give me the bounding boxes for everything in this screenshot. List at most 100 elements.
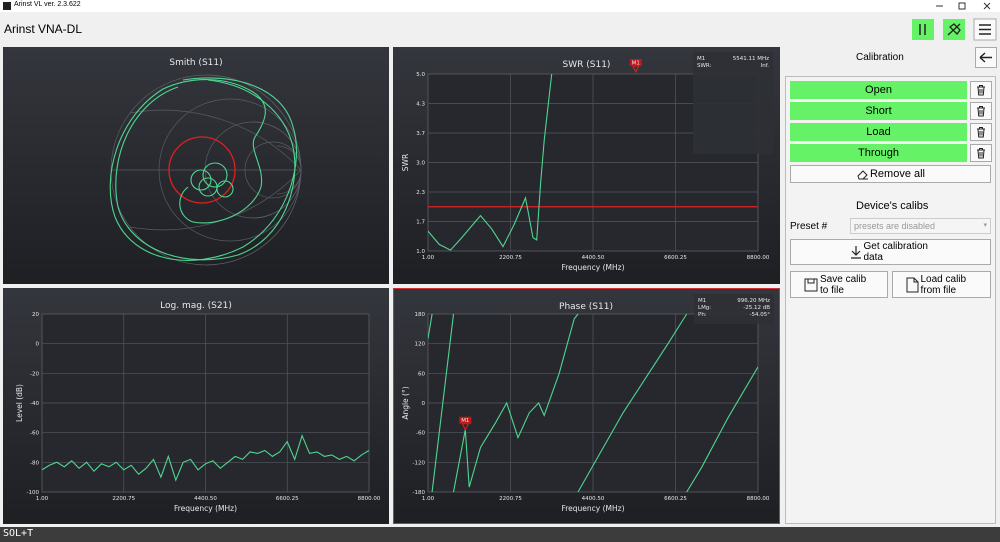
save-calib-button[interactable]: Save calib to file	[790, 271, 888, 298]
chart-title: Phase (S11)	[559, 302, 613, 312]
app-icon	[3, 2, 11, 10]
window-controls[interactable]	[930, 0, 1000, 12]
calibration-step-button[interactable]: Through	[790, 144, 967, 162]
info-value: Inf.	[761, 63, 770, 69]
y-tick-label: 2.3	[416, 190, 425, 196]
info-key: LMg:	[698, 305, 711, 311]
y-tick-label: -60	[30, 431, 39, 437]
smith-grid	[110, 74, 302, 266]
x-tick-label: 4400.50	[194, 496, 217, 502]
x-tick-label: 6600.25	[664, 496, 687, 502]
marker-info-box	[694, 294, 774, 324]
y-tick-label: 20	[32, 312, 39, 318]
y-axis-label: Level (dB)	[15, 384, 24, 422]
y-tick-label: 1.7	[416, 219, 425, 225]
eraser-icon	[857, 170, 868, 180]
y-axis-label: SWR	[401, 154, 410, 171]
y-tick-label: 120	[415, 342, 426, 348]
x-tick-label: 4400.50	[582, 255, 605, 261]
download-icon	[850, 246, 861, 259]
x-axis-label: Frequency (MHz)	[561, 504, 624, 513]
trash-icon	[977, 148, 985, 159]
calibration-step-button[interactable]: Open	[790, 81, 967, 99]
x-axis-label: Frequency (MHz)	[174, 504, 237, 513]
y-tick-label: -120	[413, 460, 426, 466]
y-tick-label: 5.0	[416, 72, 425, 78]
x-tick-label: 2200.75	[112, 496, 135, 502]
x-tick-label: 1.00	[422, 255, 435, 261]
marker	[631, 65, 640, 74]
y-tick-label: 0	[422, 401, 426, 407]
y-tick-label: 0	[36, 342, 40, 348]
marker-flag	[629, 59, 642, 66]
x-tick-label: 6600.25	[664, 255, 687, 261]
x-tick-label: 8800.00	[747, 496, 770, 502]
y-tick-label: 4.3	[416, 102, 425, 108]
chart-title: SWR (S11)	[563, 60, 611, 70]
x-tick-label: 1.00	[36, 496, 49, 502]
swr-chart: SWR (S11) 1.0 1.7 2.3 3.0 3.7 4.3 5.0 1.00 2200.7…	[401, 52, 773, 272]
x-tick-label: 8800.00	[358, 496, 381, 502]
remove-all-button[interactable]: Remove all	[790, 165, 991, 183]
y-tick-label: 1.0	[416, 249, 425, 255]
preset-label: Preset #	[790, 221, 828, 232]
delete-button[interactable]	[970, 102, 992, 120]
y-tick-label: 60	[418, 371, 425, 377]
y-tick-label: 3.7	[416, 131, 425, 137]
info-value: -25.12 dB	[743, 305, 770, 311]
y-axis-label: Angle (°)	[401, 386, 410, 419]
marker-flag	[459, 416, 472, 424]
save-icon	[804, 278, 818, 291]
back-button[interactable]	[975, 47, 997, 68]
y-tick-label: -60	[416, 431, 425, 437]
y-tick-label: 180	[415, 312, 426, 318]
trace	[42, 433, 369, 482]
y-tick-label: -20	[30, 371, 39, 377]
x-tick-label: 2200.75	[499, 496, 522, 502]
swr-circle	[168, 136, 236, 204]
trace	[428, 73, 553, 251]
info-key: M1	[697, 56, 705, 62]
chart-title: Smith (S11)	[169, 58, 222, 68]
trace	[428, 313, 758, 493]
status-bar: SOL+T	[0, 527, 1000, 542]
toolbar[interactable]	[910, 18, 998, 42]
y-tick-label: -100	[27, 490, 40, 496]
load-calib-button[interactable]: Load calib from file	[892, 271, 991, 298]
preset-select[interactable]: presets are disabled ▾	[850, 218, 991, 234]
button-label: Save calib to file	[820, 273, 867, 296]
logmag-panel: Log. mag. (S21) 20 0 -20 -40 -60 -80 -100 1.00 22…	[3, 288, 389, 524]
button-label: Get calibration data	[863, 241, 928, 263]
s11-trace	[109, 77, 298, 261]
y-tick-label: -80	[30, 460, 39, 466]
file-icon	[906, 277, 918, 292]
title-bar: Arinst VL ver. 2.3.622	[0, 0, 1000, 12]
button-label: Remove all	[869, 168, 926, 180]
marker-label: M1	[461, 418, 469, 424]
delete-button[interactable]	[970, 144, 992, 162]
y-tick-label: -40	[30, 401, 39, 407]
app-title: Arinst VNA-DL	[4, 22, 83, 36]
delete-button[interactable]	[970, 123, 992, 141]
chart-title: Log. mag. (S21)	[160, 301, 232, 311]
y-tick-label: -180	[413, 490, 426, 496]
swr-panel: SWR (S11) 1.0 1.7 2.3 3.0 3.7 4.3 5.0 1.00 2200.7…	[393, 47, 780, 284]
device-calibs-title: Device's calibs	[856, 200, 929, 212]
smith-panel: Smith (S11)	[3, 47, 389, 284]
calibration-step-button[interactable]: Load	[790, 123, 967, 141]
get-calibration-button[interactable]: Get calibration data	[790, 239, 991, 265]
button-label: Load calib from file	[920, 273, 967, 296]
info-key: Ph:	[698, 312, 707, 318]
calibration-step-button[interactable]: Short	[790, 102, 967, 120]
info-key: SWR:	[697, 63, 712, 69]
trash-icon	[977, 127, 985, 138]
pause-button[interactable]	[912, 19, 934, 40]
info-key: M1	[698, 298, 706, 304]
delete-button[interactable]	[970, 81, 992, 99]
x-tick-label: 4400.50	[582, 496, 605, 502]
phase-panel: Phase (S11) 180 120 60 0 -60 -120 -180 1.00 2200.…	[393, 288, 780, 524]
trash-icon	[977, 85, 985, 96]
